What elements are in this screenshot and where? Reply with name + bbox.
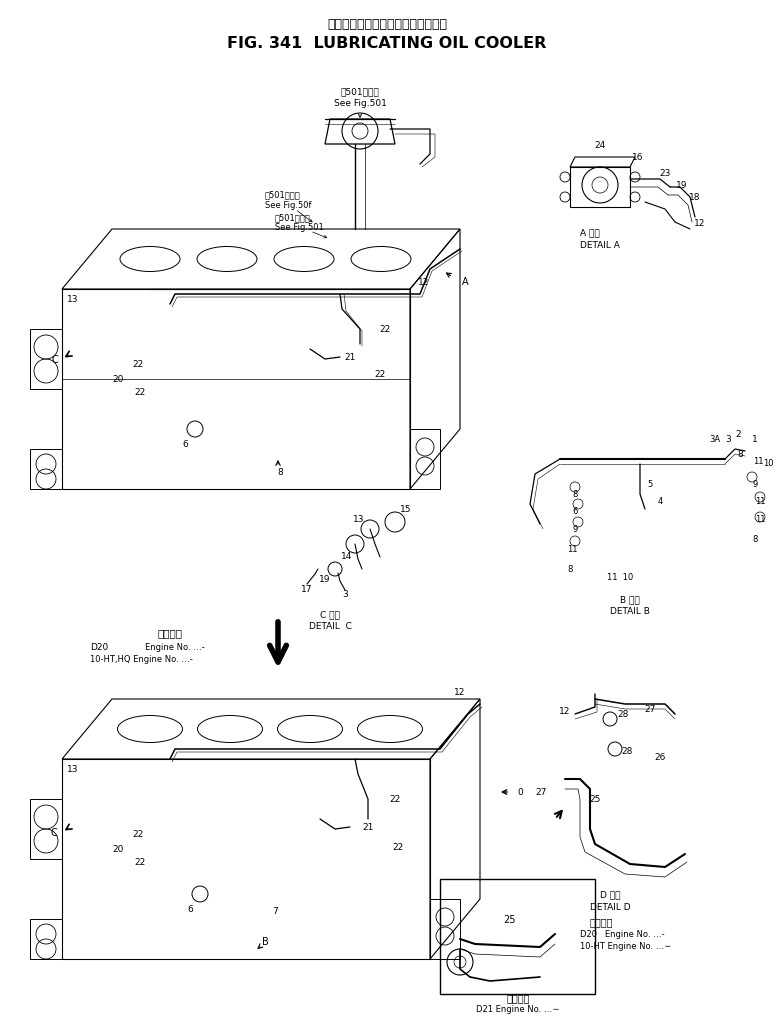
Text: DETAIL D: DETAIL D [590,903,630,912]
Text: 22: 22 [375,370,385,379]
Text: 11: 11 [755,515,765,524]
Text: 12: 12 [454,688,466,697]
Text: 21: 21 [362,822,374,832]
Bar [440,879,595,994]
Text: See Fig.501: See Fig.501 [334,99,386,107]
Text: 適用号機: 適用号機 [590,916,614,926]
Text: 22: 22 [132,829,144,839]
Text: 9: 9 [573,525,577,534]
Text: 22: 22 [135,388,146,397]
Text: 16: 16 [632,153,644,162]
Text: 12: 12 [418,278,430,287]
Text: C: C [50,827,57,838]
Text: D21 Engine No. …∼: D21 Engine No. …∼ [476,1005,560,1014]
Text: 11: 11 [753,458,763,466]
Text: 19: 19 [319,575,330,584]
Text: 28: 28 [618,710,628,718]
Text: 10-HT,HQ Engine No. …-: 10-HT,HQ Engine No. …- [90,655,193,663]
Text: 28: 28 [622,747,632,756]
Text: DETAIL  C: DETAIL C [309,622,351,631]
Text: 22: 22 [132,360,144,369]
Text: 25: 25 [589,795,601,804]
Text: 第501図参照: 第501図参照 [265,191,301,200]
Text: 6: 6 [187,905,193,914]
Text: 5: 5 [647,480,652,489]
Text: 第501図参照: 第501図参照 [341,88,379,97]
Text: 8: 8 [572,490,577,499]
Text: 2: 2 [735,430,741,439]
Text: 11  10: 11 10 [607,573,633,582]
Text: 12: 12 [560,707,570,715]
Text: 26: 26 [654,753,666,762]
Text: 13: 13 [67,296,79,305]
Text: 8: 8 [752,535,758,544]
Text: D20: D20 [90,643,108,652]
Text: 1: 1 [752,435,758,444]
Text: C 詳細: C 詳細 [320,610,340,619]
Text: 3: 3 [725,435,731,444]
Text: 24: 24 [594,142,605,151]
Text: Engine No. …-: Engine No. …- [145,643,205,652]
Text: 23: 23 [659,168,671,177]
Text: 13: 13 [67,764,79,773]
Text: 10: 10 [762,459,773,468]
Text: B 詳細: B 詳細 [620,595,640,604]
Text: A: A [461,277,468,286]
Text: 18: 18 [690,194,700,203]
Text: 17: 17 [301,585,313,594]
Text: 20: 20 [112,845,124,854]
Text: FIG. 341  LUBRICATING OIL COOLER: FIG. 341 LUBRICATING OIL COOLER [228,36,546,51]
Text: 10-HT Engine No. …∼: 10-HT Engine No. …∼ [580,942,671,951]
Text: C: C [51,355,58,365]
Text: 27: 27 [535,788,546,797]
Text: DETAIL A: DETAIL A [580,240,620,250]
Text: 8: 8 [277,468,283,477]
Text: 14: 14 [341,552,353,560]
Text: 第501図参照: 第501図参照 [275,213,310,222]
Text: 6: 6 [572,507,577,516]
Text: 22: 22 [392,843,403,852]
Text: D20   Engine No. …-: D20 Engine No. …- [580,929,665,938]
Text: 0: 0 [517,788,522,797]
Text: 3: 3 [342,590,348,599]
Text: 22: 22 [379,325,391,334]
Text: 11: 11 [755,497,765,506]
Text: 適用号機: 適用号機 [157,628,183,637]
Text: 12: 12 [694,218,706,227]
Text: 27: 27 [644,705,656,713]
Text: 11: 11 [567,545,577,554]
Text: 3A: 3A [710,435,721,444]
Text: 13: 13 [353,515,365,524]
Text: 8: 8 [567,565,573,574]
Text: 4: 4 [657,497,663,506]
Text: 22: 22 [389,795,401,804]
Text: 19: 19 [676,181,688,191]
Text: A 詳細: A 詳細 [580,228,600,237]
Text: 21: 21 [344,354,356,362]
Text: 9: 9 [752,480,758,489]
Text: See Fig.501: See Fig.501 [275,223,324,232]
Text: 適用号機: 適用号機 [506,993,529,1002]
Text: 15: 15 [400,505,412,514]
Text: D 詳細: D 詳細 [600,890,620,899]
Text: 22: 22 [135,858,146,866]
Text: 8: 8 [737,450,743,459]
Text: 6: 6 [182,440,188,449]
Text: DETAIL B: DETAIL B [610,607,650,615]
Text: See Fig.50f: See Fig.50f [265,201,311,209]
Text: B: B [262,936,269,946]
Text: 20: 20 [112,375,124,384]
Text: ルーブリケーティングオイルクーラ: ルーブリケーティングオイルクーラ [327,18,447,31]
Text: 25: 25 [504,914,516,924]
Text: 7: 7 [272,907,278,916]
